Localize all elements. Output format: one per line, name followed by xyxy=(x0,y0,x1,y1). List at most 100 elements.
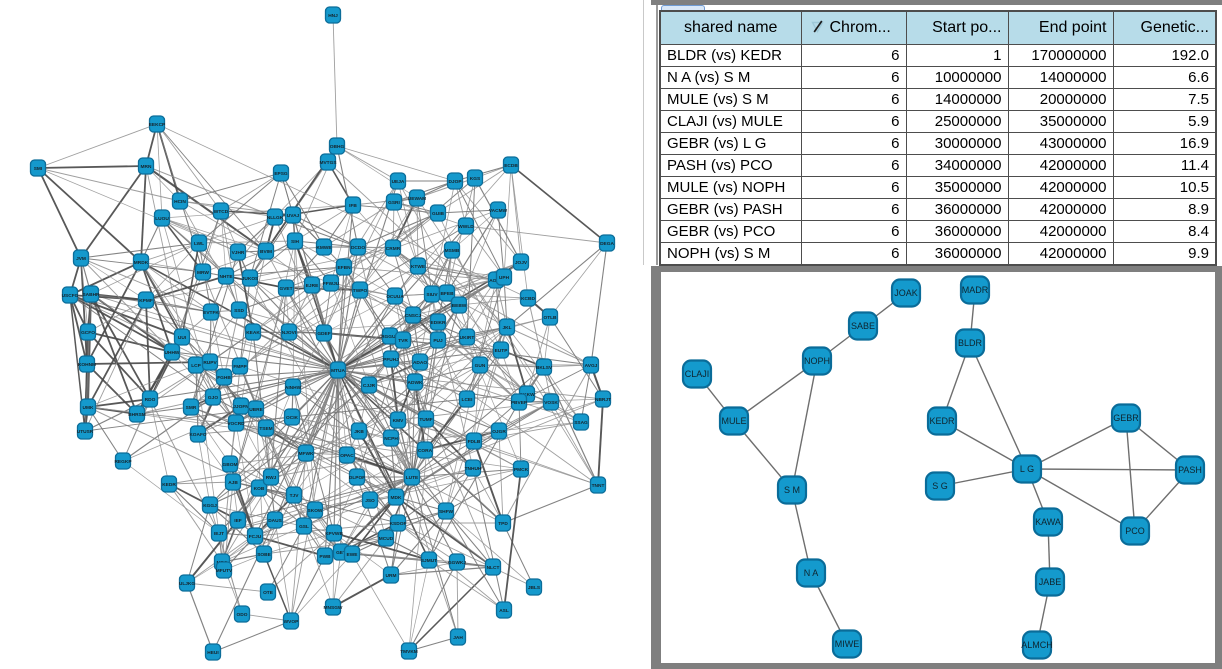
svg-text:IFB: IFB xyxy=(349,203,357,209)
svg-text:ALMCH: ALMCH xyxy=(1021,640,1053,650)
svg-text:MRN: MRN xyxy=(141,164,152,170)
svg-text:ECDB: ECDB xyxy=(504,163,518,169)
svg-text:PWB: PWB xyxy=(319,554,331,560)
svg-text:MFWK: MFWK xyxy=(299,451,314,457)
svg-text:MADR: MADR xyxy=(962,285,989,295)
svg-text:JAH: JAH xyxy=(453,635,463,641)
svg-text:FMPP: FMPP xyxy=(233,364,247,370)
svg-text:JBLS: JBLS xyxy=(528,585,541,591)
svg-text:UUI: UUI xyxy=(178,335,187,341)
svg-text:MTUA: MTUA xyxy=(331,368,345,374)
svg-text:SABE: SABE xyxy=(851,321,875,331)
svg-text:MRDK: MRDK xyxy=(134,260,149,266)
svg-text:EVTFK: EVTFK xyxy=(203,310,219,316)
svg-text:NOPH: NOPH xyxy=(804,356,830,366)
svg-text:WVOP: WVOP xyxy=(284,619,299,625)
svg-text:SHFW: SHFW xyxy=(439,509,454,515)
svg-text:MCUD: MCUD xyxy=(379,536,394,542)
svg-text:JABE: JABE xyxy=(1039,577,1062,587)
svg-text:VJHR: VJHR xyxy=(232,250,245,256)
svg-text:UEJA: UEJA xyxy=(392,179,405,185)
svg-text:TNNT: TNNT xyxy=(592,483,605,489)
svg-text:NCPH: NCPH xyxy=(384,436,398,442)
svg-text:UKIRT: UKIRT xyxy=(460,335,475,341)
svg-text:OJGR: OJGR xyxy=(492,429,506,435)
svg-text:OPAC: OPAC xyxy=(340,453,354,459)
svg-text:SOBE: SOBE xyxy=(257,552,271,558)
svg-text:KTWE: KTWE xyxy=(411,264,426,270)
svg-text:GJO: GJO xyxy=(208,395,218,401)
svg-text:KEDR: KEDR xyxy=(929,416,955,426)
svg-text:EEKCP: EEKCP xyxy=(149,122,166,128)
svg-text:S G: S G xyxy=(932,481,948,491)
svg-text:GUIB: GUIB xyxy=(432,211,445,217)
svg-text:NLCT: NLCT xyxy=(487,565,500,571)
svg-text:ULJKG: ULJKG xyxy=(179,581,196,587)
svg-text:NHTE: NHTE xyxy=(219,274,233,280)
svg-text:OBHG: OBHG xyxy=(330,144,345,150)
svg-text:JVM: JVM xyxy=(76,256,86,262)
svg-text:AJB: AJB xyxy=(228,480,238,486)
svg-text:SMR: SMR xyxy=(186,405,197,411)
svg-text:SSD: SSD xyxy=(234,308,244,314)
svg-text:DLPOF: DLPOF xyxy=(349,475,365,481)
svg-text:FGHB: FGHB xyxy=(217,375,231,381)
svg-text:KGS: KGS xyxy=(470,176,481,182)
svg-text:OCUUA: OCUUA xyxy=(386,294,404,300)
svg-text:AINHW: AINHW xyxy=(285,385,302,391)
svg-text:UTUSR: UTUSR xyxy=(77,429,94,435)
svg-text:PCO: PCO xyxy=(1125,526,1145,536)
svg-text:JOAK: JOAK xyxy=(894,288,918,298)
svg-text:LUTE: LUTE xyxy=(406,475,419,481)
svg-text:MSMB: MSMB xyxy=(445,248,460,254)
svg-text:NBRJT: NBRJT xyxy=(595,397,611,403)
svg-text:HEUI: HEUI xyxy=(207,650,219,656)
svg-text:KCBD: KCBD xyxy=(521,296,535,302)
svg-text:UVAJ: UVAJ xyxy=(287,213,300,219)
svg-text:ODO: ODO xyxy=(237,612,248,618)
svg-text:GKKW: GKKW xyxy=(519,392,535,398)
svg-text:KSDOF: KSDOF xyxy=(390,521,407,527)
svg-text:UBRE: UBRE xyxy=(249,407,263,413)
svg-text:SABHR: SABHR xyxy=(82,292,100,298)
svg-text:GUN: GUN xyxy=(475,363,486,369)
svg-text:TMVKM: TMVKM xyxy=(400,649,418,655)
svg-text:CORA: CORA xyxy=(418,448,433,454)
svg-text:PASH: PASH xyxy=(1178,465,1202,475)
svg-text:FFWJU: FFWJU xyxy=(323,281,340,287)
svg-text:LCP: LCP xyxy=(191,363,201,369)
svg-text:SIUV: SIUV xyxy=(426,292,438,298)
svg-text:MVTGS: MVTGS xyxy=(319,160,337,166)
svg-text:GEBR: GEBR xyxy=(1113,413,1139,423)
svg-text:VOSK: VOSK xyxy=(544,400,558,406)
svg-text:VACMW: VACMW xyxy=(489,208,508,214)
svg-text:UPH: UPH xyxy=(499,275,510,281)
svg-text:HNJ: HNJ xyxy=(328,13,338,19)
svg-text:GSL: GSL xyxy=(299,524,309,530)
svg-text:LWL: LWL xyxy=(194,241,204,247)
svg-text:GVET: GVET xyxy=(279,286,292,292)
svg-text:GET: GET xyxy=(336,550,346,556)
svg-text:SSAG: SSAG xyxy=(574,420,588,426)
svg-text:DEGA: DEGA xyxy=(600,241,614,247)
svg-text:MIWE: MIWE xyxy=(835,639,860,649)
svg-text:SMI: SMI xyxy=(34,166,43,172)
svg-text:EUTP: EUTP xyxy=(495,348,509,354)
svg-text:CNSCJ: CNSCJ xyxy=(405,313,422,319)
svg-text:L G: L G xyxy=(1020,464,1034,474)
svg-text:KOAFO: KOAFO xyxy=(189,432,207,438)
svg-text:EPSG: EPSG xyxy=(274,171,288,177)
svg-text:CRMR: CRMR xyxy=(386,246,401,252)
svg-text:TVR: TVR xyxy=(398,338,408,344)
svg-text:IEF: IEF xyxy=(234,518,242,524)
svg-text:NLLGK: NLLGK xyxy=(267,215,284,221)
svg-text:GDEF: GDEF xyxy=(317,331,330,337)
svg-text:TNHUH: TNHUH xyxy=(465,466,482,472)
svg-text:LCEI: LCEI xyxy=(462,397,474,403)
svg-text:JOJV: JOJV xyxy=(515,260,528,266)
svg-text:FDLB: FDLB xyxy=(468,439,481,445)
svg-text:UHHW: UHHW xyxy=(165,350,180,356)
svg-text:LUOU: LUOU xyxy=(155,216,169,222)
svg-text:JKL: JKL xyxy=(502,325,511,331)
svg-text:KEDR: KEDR xyxy=(162,482,176,488)
